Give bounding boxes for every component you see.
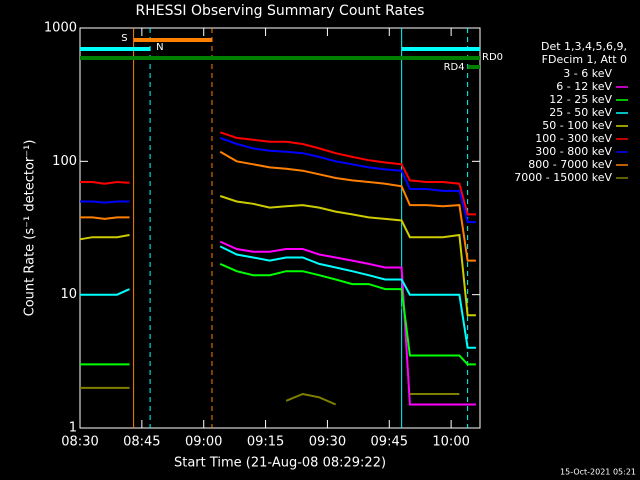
flag-label: RD4	[444, 62, 465, 73]
series-line	[80, 386, 460, 406]
legend-label: 3 - 6 keV	[563, 67, 612, 80]
legend-label: 50 - 100 keV	[542, 119, 612, 132]
chart-title: RHESSI Observing Summary Count Rates	[136, 3, 425, 19]
x-tick-label: 08:45	[123, 435, 160, 450]
series-line	[80, 245, 476, 349]
legend-label: 12 - 25 keV	[549, 93, 612, 106]
plot-frame	[79, 27, 481, 429]
x-tick-label: 10:00	[432, 435, 469, 450]
series-line	[79, 195, 476, 317]
series-line	[80, 136, 476, 224]
flag-label: N	[156, 42, 163, 53]
legend-label: 800 - 7000 keV	[528, 158, 612, 171]
footer: 15-Oct-2021 05:21	[560, 468, 636, 477]
x-tick-label: 09:45	[371, 435, 408, 450]
y-tick-label: 1	[69, 421, 77, 436]
y-tick-label: 1000	[44, 21, 77, 36]
series-line	[219, 259, 402, 309]
series-line	[219, 240, 476, 406]
x-tick-label: 09:15	[247, 435, 284, 450]
legend-label: 300 - 800 keV	[535, 145, 612, 158]
legend-label: 6 - 12 keV	[556, 80, 612, 93]
series-line	[80, 262, 476, 366]
x-tick-label: 08:30	[61, 435, 98, 450]
series-line	[80, 131, 476, 216]
legend-header: Det 1,3,4,5,6,9,	[541, 40, 627, 53]
y-tick-label: 100	[52, 154, 77, 169]
series-line	[80, 150, 476, 262]
flag-label: S	[121, 33, 127, 44]
flag-label: RD0	[482, 52, 503, 63]
y-axis-label: Count Rate (s⁻¹ detector⁻¹)	[23, 140, 38, 317]
legend-label: 100 - 300 keV	[535, 132, 612, 145]
legend-label: 25 - 50 keV	[549, 106, 612, 119]
legend-header: FDecim 1, Att 0	[542, 53, 627, 66]
y-tick-label: 10	[60, 287, 77, 302]
x-tick-label: 09:30	[309, 435, 346, 450]
x-tick-label: 09:00	[185, 435, 222, 450]
x-axis-label: Start Time (21-Aug-08 08:29:22)	[174, 456, 386, 471]
legend-label: 7000 - 15000 keV	[514, 171, 612, 184]
